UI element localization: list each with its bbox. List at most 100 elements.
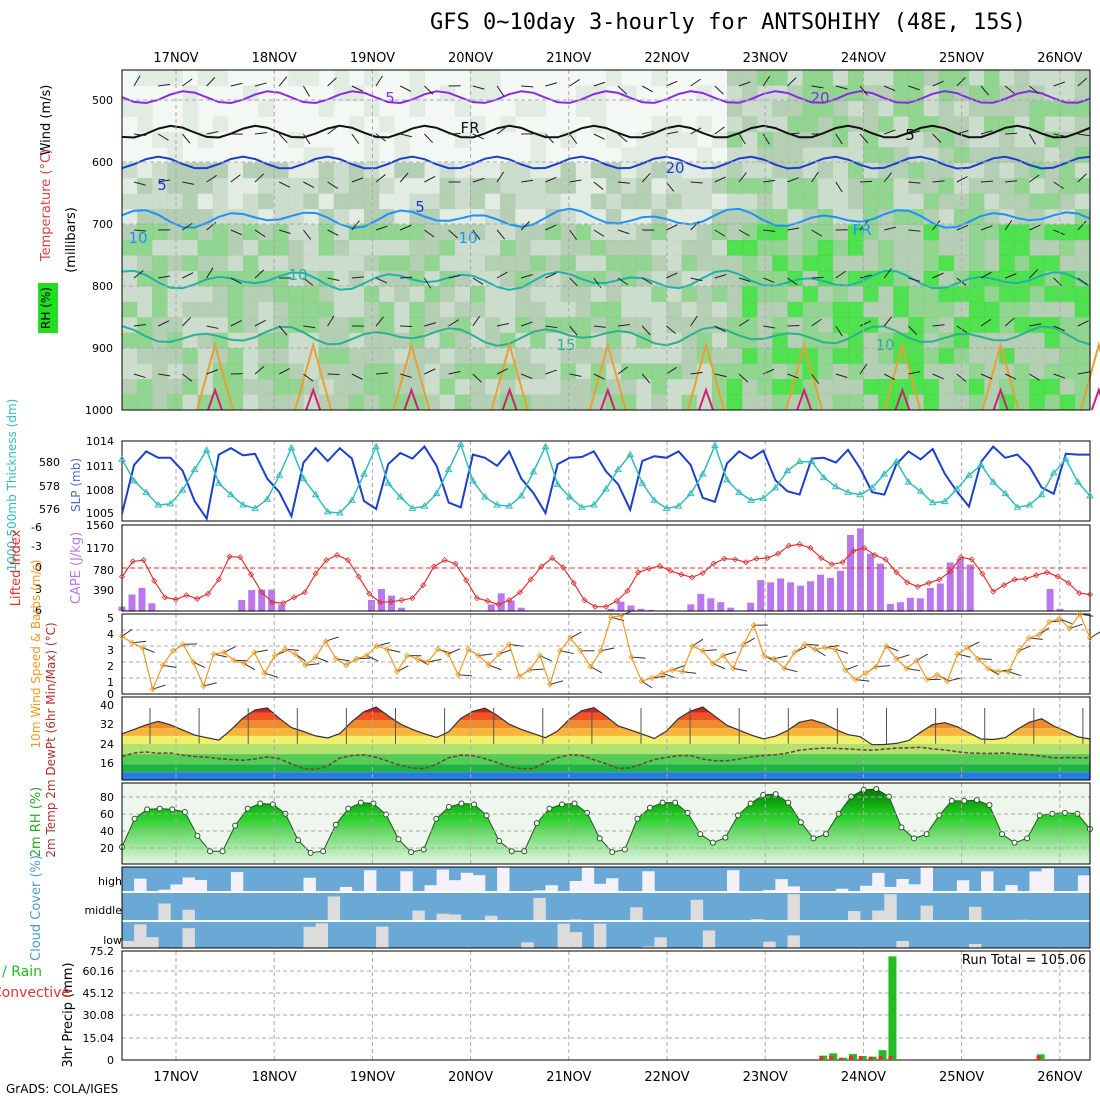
rh-cell bbox=[318, 286, 335, 303]
rh-cell bbox=[938, 394, 955, 411]
lifted-index-point bbox=[753, 555, 760, 562]
rh-cell bbox=[636, 301, 652, 318]
rh-cell bbox=[908, 224, 925, 241]
wind-barb bbox=[230, 174, 241, 183]
rh-cell bbox=[454, 379, 471, 396]
rh-cell bbox=[651, 178, 667, 195]
rh-cell bbox=[1029, 363, 1046, 380]
rh-cell bbox=[727, 379, 743, 396]
pressure-tick-label: 900 bbox=[92, 342, 113, 355]
rh-cell bbox=[439, 394, 456, 411]
temp-tick-label: 16 bbox=[100, 757, 114, 770]
temperature-contour bbox=[121, 124, 1091, 139]
rh-cell bbox=[832, 394, 849, 411]
rh-cell bbox=[742, 270, 758, 287]
lifted-index-point bbox=[237, 554, 244, 561]
rh-cell bbox=[137, 116, 153, 133]
wind-barb bbox=[641, 373, 651, 384]
rh-cell bbox=[1044, 332, 1061, 349]
thickness-point bbox=[1025, 501, 1034, 508]
rh-tick-label: 60 bbox=[100, 808, 114, 821]
wind-barb bbox=[133, 324, 146, 327]
wind-barb bbox=[400, 325, 413, 328]
wind-barb bbox=[521, 373, 533, 380]
rh-cell bbox=[908, 286, 925, 303]
wind-speed-point bbox=[169, 647, 177, 654]
convective-bar bbox=[819, 1056, 824, 1060]
rh-point bbox=[533, 820, 540, 827]
rh-cell bbox=[258, 301, 274, 318]
rh-cell bbox=[923, 286, 940, 303]
rh-point bbox=[370, 800, 377, 807]
rh-cell bbox=[348, 255, 365, 272]
lifted-index-point bbox=[559, 564, 567, 571]
rh-cell bbox=[364, 348, 380, 365]
rh-cell bbox=[122, 394, 138, 411]
hot-contour bbox=[1090, 386, 1100, 411]
rh-cell bbox=[696, 379, 713, 396]
rh-cell bbox=[681, 224, 698, 241]
rh-cell bbox=[243, 178, 259, 195]
temperature-contour bbox=[121, 269, 1091, 291]
lifted-index-point bbox=[248, 571, 255, 578]
rh-cell bbox=[832, 255, 849, 272]
rh-cell bbox=[485, 255, 501, 272]
rh-cell bbox=[394, 317, 410, 334]
contour-label: 10 bbox=[128, 229, 147, 247]
rh-point bbox=[760, 791, 767, 798]
cloud-fraction bbox=[485, 915, 498, 920]
lifted-index-point bbox=[570, 579, 577, 587]
warm-contour bbox=[981, 341, 1020, 411]
rh-cell bbox=[787, 255, 804, 272]
rh-cell bbox=[878, 116, 894, 133]
thickness-point bbox=[130, 477, 138, 484]
thickness-point bbox=[844, 488, 852, 495]
wind-barb bbox=[1053, 181, 1065, 189]
wind-speed-point bbox=[241, 660, 248, 667]
thickness-point bbox=[626, 450, 635, 458]
wind-barb bbox=[714, 274, 727, 279]
rh-cell bbox=[651, 332, 667, 349]
wind-barb bbox=[327, 181, 339, 189]
rh-cell bbox=[545, 255, 562, 272]
rh-point bbox=[181, 808, 188, 815]
rh-cell bbox=[1014, 270, 1030, 287]
cloud-fraction bbox=[497, 867, 510, 891]
rh-cell bbox=[742, 193, 758, 210]
rh-cell bbox=[999, 240, 1015, 256]
rh-point bbox=[609, 849, 616, 856]
rh-cell bbox=[832, 193, 849, 210]
cape-bar bbox=[946, 562, 954, 611]
rh-cell bbox=[227, 317, 244, 334]
rh-cell bbox=[938, 178, 955, 195]
rh-cell bbox=[303, 332, 320, 349]
convective-bar bbox=[878, 1056, 883, 1060]
top-date-label: 25NOV bbox=[939, 51, 984, 66]
rh-cell bbox=[167, 209, 183, 226]
rh-cell bbox=[530, 348, 546, 365]
rh-cell bbox=[212, 286, 229, 303]
cape-bar bbox=[607, 608, 615, 611]
rh-cell bbox=[1014, 70, 1030, 86]
panel-frame bbox=[121, 950, 1091, 1061]
rh-cell bbox=[182, 286, 199, 303]
wind-barb bbox=[859, 85, 868, 96]
wind-speed-point bbox=[332, 655, 340, 662]
rh-cell bbox=[318, 394, 335, 411]
rh-cell bbox=[409, 317, 425, 334]
rh-cell bbox=[137, 270, 153, 287]
rh-cell bbox=[590, 363, 607, 380]
warm-contour bbox=[1079, 341, 1100, 411]
thickness-point bbox=[928, 498, 937, 506]
rh-cell bbox=[908, 348, 925, 365]
rh-cell bbox=[878, 348, 894, 365]
rh-cell bbox=[575, 363, 592, 380]
rh-cell bbox=[636, 394, 652, 411]
thickness-point bbox=[299, 474, 308, 482]
wind-barb bbox=[351, 276, 364, 279]
bottom-date-label: 20NOV bbox=[448, 1070, 493, 1085]
rh-cell bbox=[742, 131, 758, 148]
lifted-index-point bbox=[861, 544, 868, 551]
wind-barb bbox=[521, 274, 533, 279]
